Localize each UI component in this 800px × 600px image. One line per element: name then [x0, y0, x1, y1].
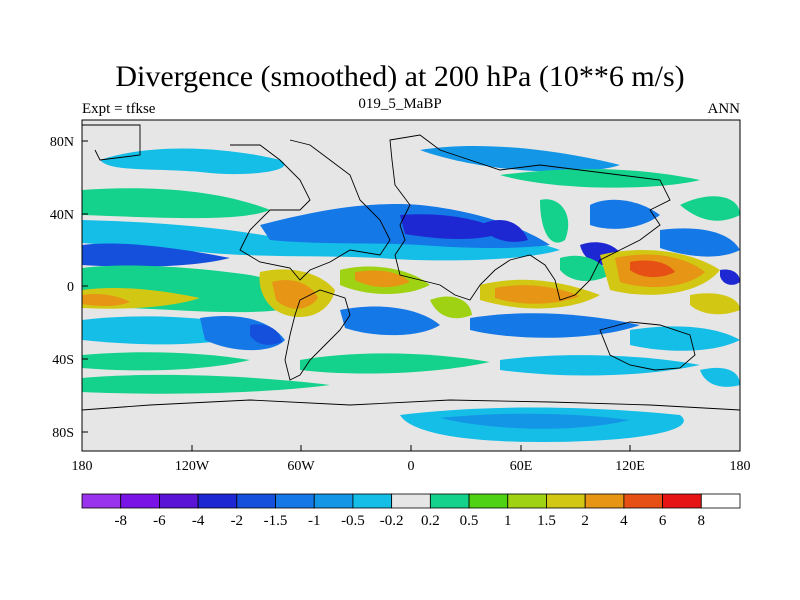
field-patch [495, 285, 580, 304]
field-patch [480, 220, 528, 242]
colorbar-box [120, 493, 160, 509]
y-tick-label: 0 [67, 280, 74, 295]
season-label: ANN [707, 101, 741, 117]
field-patch [82, 243, 230, 267]
colorbar-box [429, 493, 470, 509]
coastline [599, 321, 696, 371]
field-patch [500, 355, 700, 376]
colorbar-label: -6 [153, 513, 166, 529]
field-patch [630, 260, 675, 278]
field-patch [680, 196, 740, 221]
colorbar-box [391, 493, 431, 509]
coastline [82, 124, 391, 281]
colorbar-box [352, 493, 393, 509]
x-tick-label: 180 [72, 459, 93, 474]
y-tick-label: 80N [50, 135, 74, 150]
colorbar-box [662, 493, 702, 509]
colorbar-label: -1 [308, 513, 321, 529]
plot-title: Divergence (smoothed) at 200 hPa (10**6 … [115, 60, 685, 93]
field-patch [470, 313, 640, 338]
colorbar-label: -0.5 [341, 513, 365, 529]
colorbar-label: -8 [114, 513, 127, 529]
colorbar-label: 2 [581, 513, 589, 529]
field-patch [430, 296, 472, 319]
field-patch [82, 352, 250, 371]
colorbar-label: -2 [231, 513, 244, 529]
field-patch [690, 293, 740, 315]
colorbar-label: -0.2 [380, 513, 404, 529]
x-tick-label: 180 [730, 459, 751, 474]
coastline [284, 289, 351, 381]
coastlines [82, 124, 740, 411]
colorbar-label: 0.2 [421, 513, 440, 529]
field-patch [400, 214, 505, 239]
colorbar-box [700, 493, 741, 509]
colorbar-label: 0.5 [460, 513, 479, 529]
colorbar-box [623, 493, 663, 509]
divergence-field [82, 120, 740, 451]
colorbar-box [197, 493, 238, 509]
field-patch [355, 270, 410, 288]
x-tick-label: 0 [408, 459, 415, 474]
experiment-label: Expt = tfkse [82, 101, 156, 117]
colorbar-box [546, 493, 586, 509]
field-patch [420, 145, 620, 172]
field-patch [82, 220, 560, 261]
colorbar-label: -1.5 [264, 513, 288, 529]
colorbar: -8 -6 -4 -2 -1.5 -1 -0.5 -0.2 0.2 0.5 1 1.5 2 4 6 8 [81, 493, 741, 529]
colorbar-label: 1.5 [537, 513, 556, 529]
colorbar-label: -4 [192, 513, 205, 529]
colorbar-box [507, 493, 547, 509]
colorbar-box [313, 493, 354, 509]
colorbar-box [236, 493, 276, 509]
coastline [389, 134, 671, 301]
field-patch [590, 199, 660, 229]
field-patch [540, 199, 569, 243]
colorbar-box [584, 493, 625, 509]
colorbar-label: 6 [659, 513, 667, 529]
colorbar-box [81, 493, 122, 509]
field-patch [272, 279, 318, 309]
field-patch [720, 269, 740, 285]
field-patch [300, 353, 490, 374]
y-tick-label: 40N [50, 208, 74, 223]
y-tick-label: 80S [52, 426, 74, 441]
field-patch [500, 168, 700, 188]
field-patch [82, 374, 330, 394]
coastline [82, 399, 740, 411]
x-tick-label: 120W [175, 459, 210, 474]
y-tick-labels: 80N 40N 0 40S 80S [50, 135, 74, 441]
field-patch [660, 228, 740, 257]
field-patch [82, 188, 270, 219]
colorbar-box [468, 493, 509, 509]
field-patch [100, 148, 285, 175]
field-patch [82, 293, 130, 306]
field-patch [700, 367, 740, 387]
x-tick-label: 60E [510, 459, 533, 474]
case-label: 019_5_MaBP [358, 96, 442, 112]
x-tick-label: 60W [287, 459, 315, 474]
field-patch [630, 326, 740, 351]
field-patch [340, 306, 440, 336]
tick-marks [81, 140, 741, 451]
x-tick-label: 120E [615, 459, 645, 474]
colorbar-label: 1 [504, 513, 512, 529]
field-patch [560, 255, 610, 282]
field-patch [250, 324, 282, 345]
y-tick-label: 40S [52, 353, 74, 368]
x-tick-labels: 180 120W 60W 0 60E 120E 180 [72, 459, 751, 474]
colorbar-box [159, 493, 199, 509]
colorbar-label: 8 [698, 513, 706, 529]
colorbar-box [275, 493, 315, 509]
field-patch [440, 413, 630, 429]
colorbar-label: 4 [620, 513, 628, 529]
